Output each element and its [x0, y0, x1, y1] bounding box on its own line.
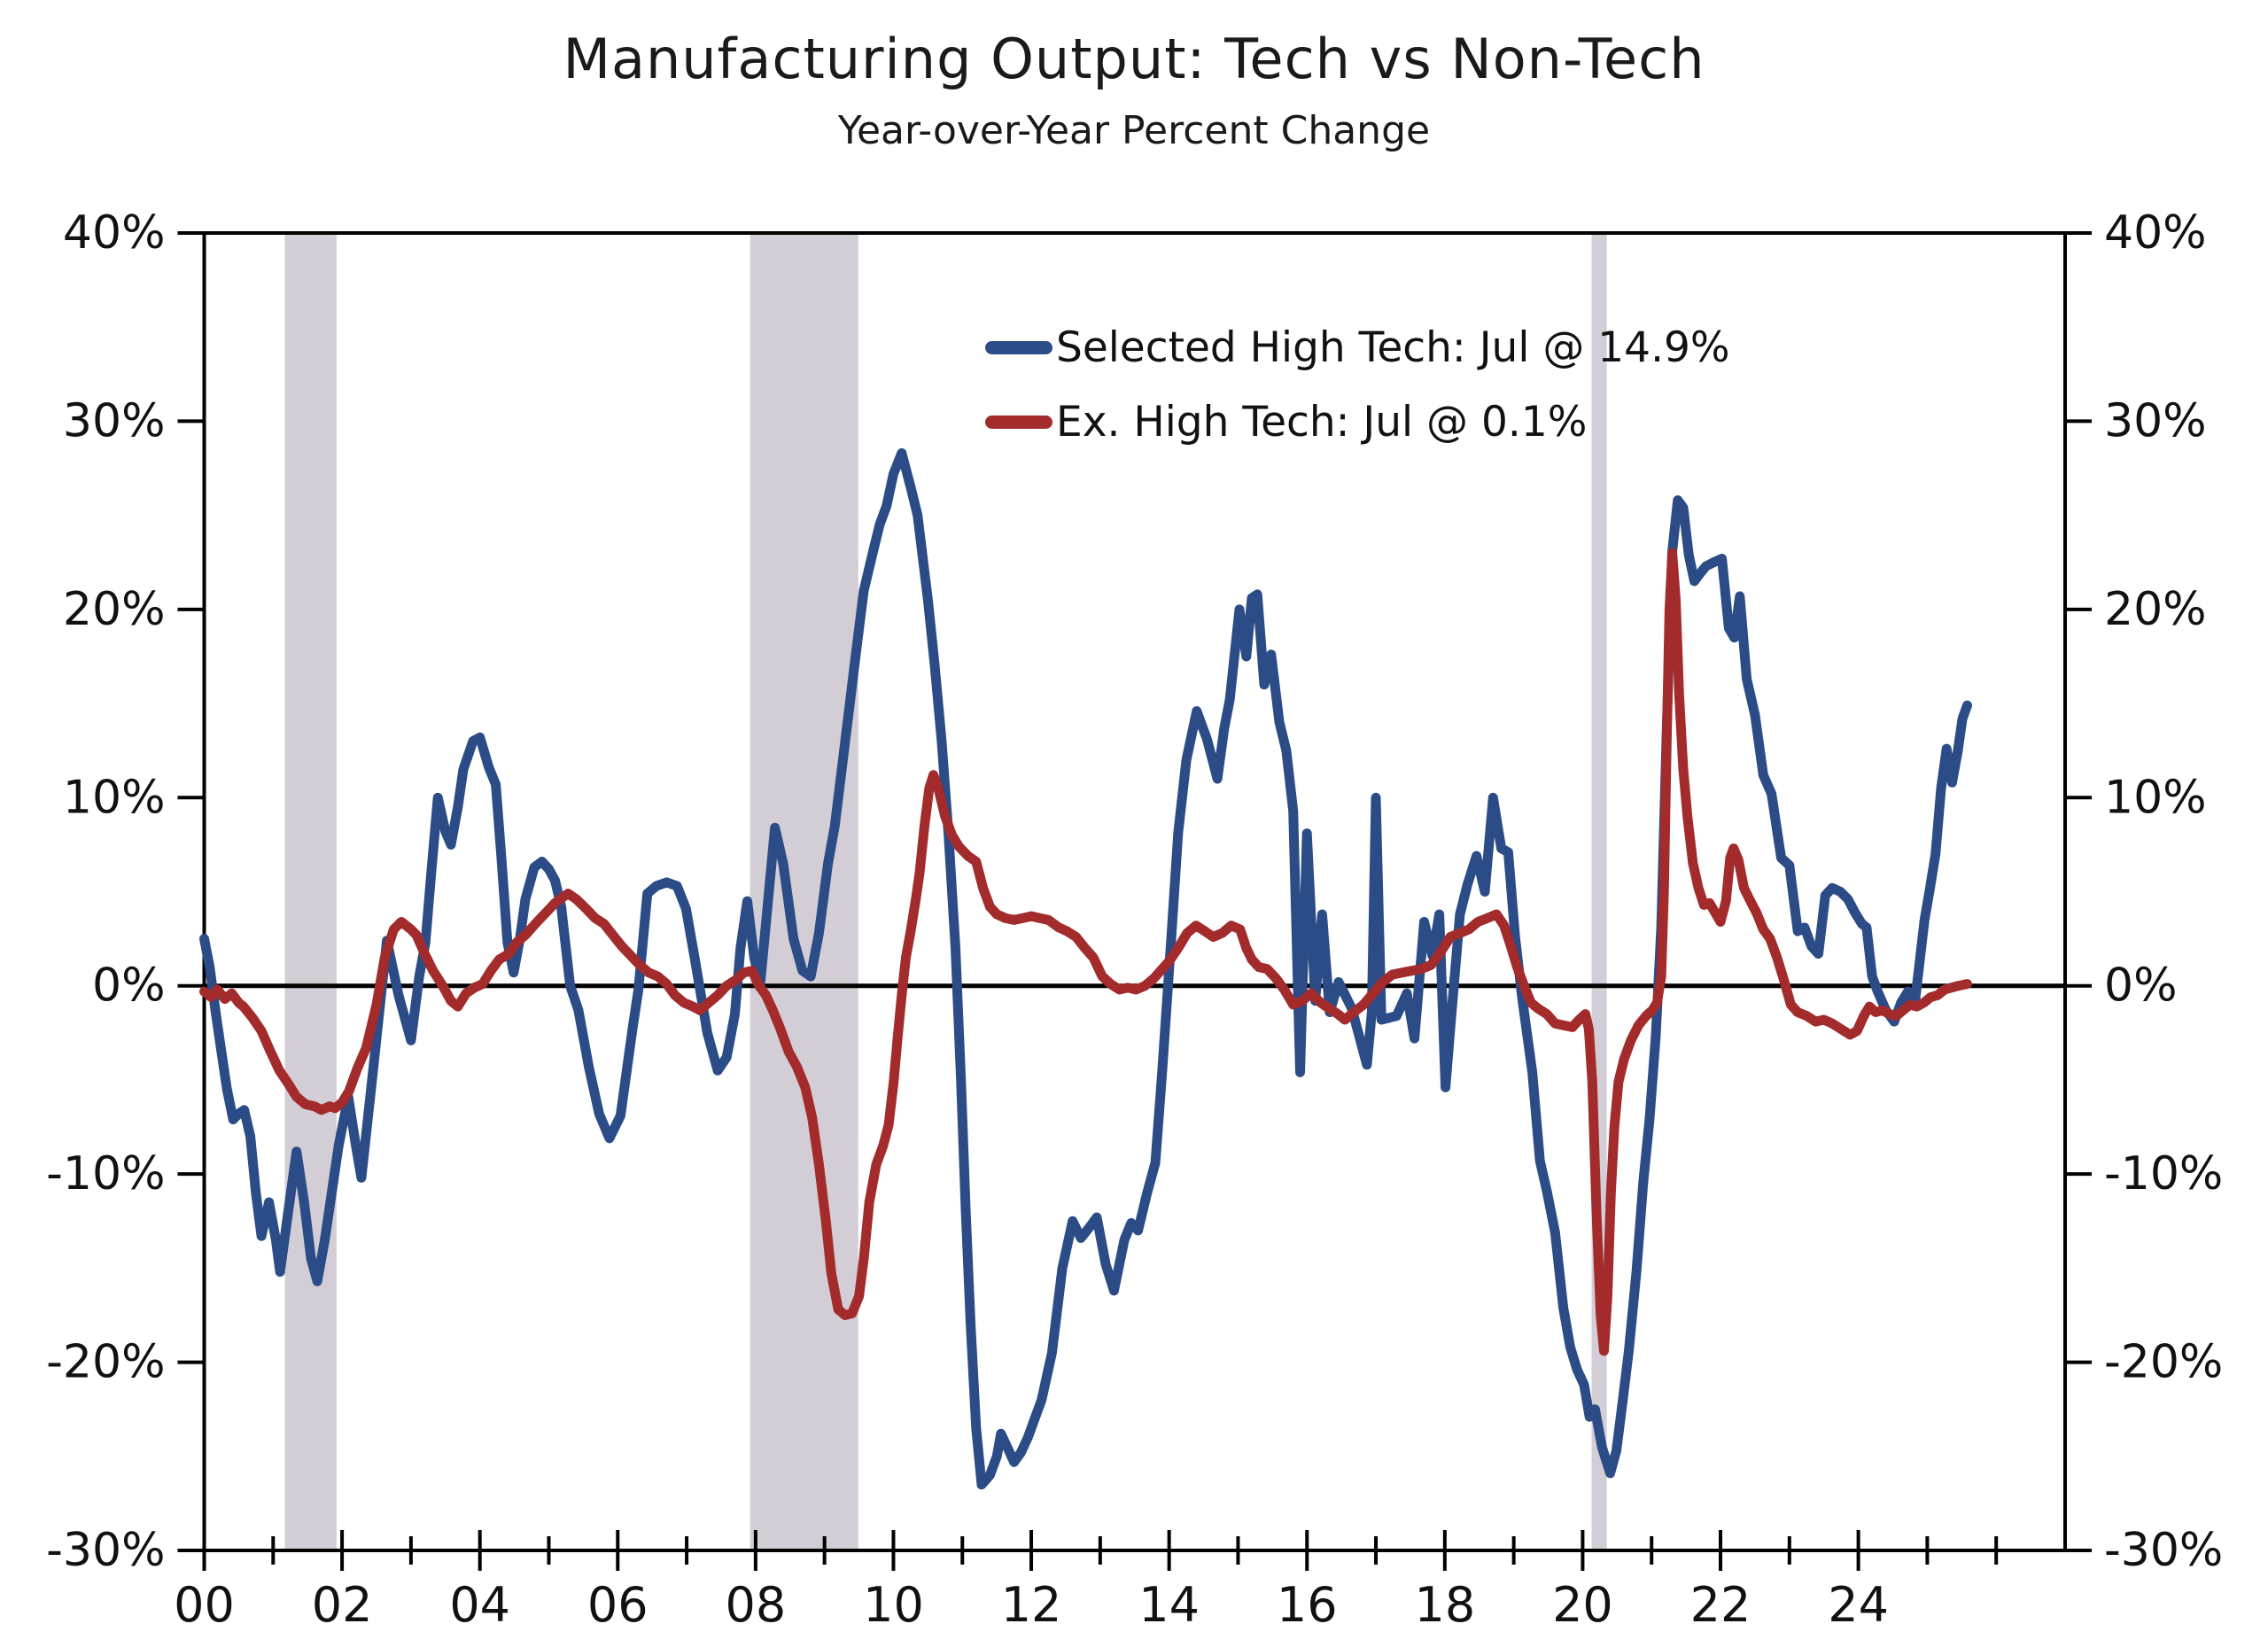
- y-tick-label-left: 40%: [63, 206, 166, 260]
- y-tick-label-right: -20%: [2104, 1336, 2223, 1389]
- y-tick-label-right: 10%: [2104, 771, 2207, 824]
- y-tick-label-left: -10%: [46, 1147, 165, 1200]
- y-tick-label-right: -10%: [2104, 1147, 2223, 1200]
- legend-item-selected-high-tech: Selected High Tech: Jul @ 14.9%: [985, 310, 1730, 385]
- y-tick-label-left: -30%: [46, 1524, 165, 1577]
- legend-marker-selected-high-tech-icon: [985, 340, 1052, 354]
- series-line-ex-high-tech: [199, 548, 1972, 1356]
- y-tick-label-left: 0%: [92, 959, 166, 1013]
- x-tick-label: 06: [587, 1577, 649, 1633]
- x-tick-label: 02: [312, 1577, 373, 1633]
- legend-item-ex-high-tech: Ex. High Tech: Jul @ 0.1%: [985, 385, 1730, 459]
- x-tick-label: 08: [726, 1577, 787, 1633]
- x-tick-label: 22: [1690, 1577, 1751, 1633]
- y-tick-label-left: 10%: [63, 771, 166, 824]
- y-tick-label-right: 20%: [2104, 583, 2207, 636]
- legend-label-selected-high-tech: Selected High Tech: Jul @ 14.9%: [1056, 322, 1730, 372]
- legend-label-ex-high-tech: Ex. High Tech: Jul @ 0.1%: [1056, 397, 1588, 447]
- x-tick-label: 00: [174, 1577, 235, 1633]
- recession-band: [284, 233, 337, 1550]
- x-tick-label: 14: [1138, 1577, 1200, 1633]
- x-tick-label: 24: [1828, 1577, 1889, 1633]
- x-tick-label: 20: [1552, 1577, 1613, 1633]
- x-tick-label: 04: [449, 1577, 510, 1633]
- y-tick-label-right: 0%: [2104, 959, 2178, 1013]
- y-tick-label-left: 30%: [63, 394, 166, 447]
- x-tick-label: 12: [1001, 1577, 1062, 1633]
- chart-subtitle: Year-over-Year Percent Change: [837, 108, 1431, 153]
- chart-title: Manufacturing Output: Tech vs Non-Tech: [563, 27, 1705, 91]
- x-tick-label: 18: [1414, 1577, 1475, 1633]
- legend: Selected High Tech: Jul @ 14.9% Ex. High…: [985, 310, 1730, 459]
- y-tick-label-right: 30%: [2104, 394, 2207, 447]
- series-line-selected-high-tech: [199, 448, 1972, 1490]
- x-tick-label: 10: [863, 1577, 924, 1633]
- x-tick-label: 16: [1277, 1577, 1338, 1633]
- y-tick-label-right: -30%: [2104, 1524, 2223, 1577]
- y-tick-label-left: -20%: [46, 1336, 165, 1389]
- y-tick-label-right: 40%: [2104, 206, 2207, 260]
- plot-frame: [202, 231, 2067, 1552]
- legend-marker-ex-high-tech-icon: [985, 415, 1052, 429]
- y-tick-label-left: 20%: [63, 583, 166, 636]
